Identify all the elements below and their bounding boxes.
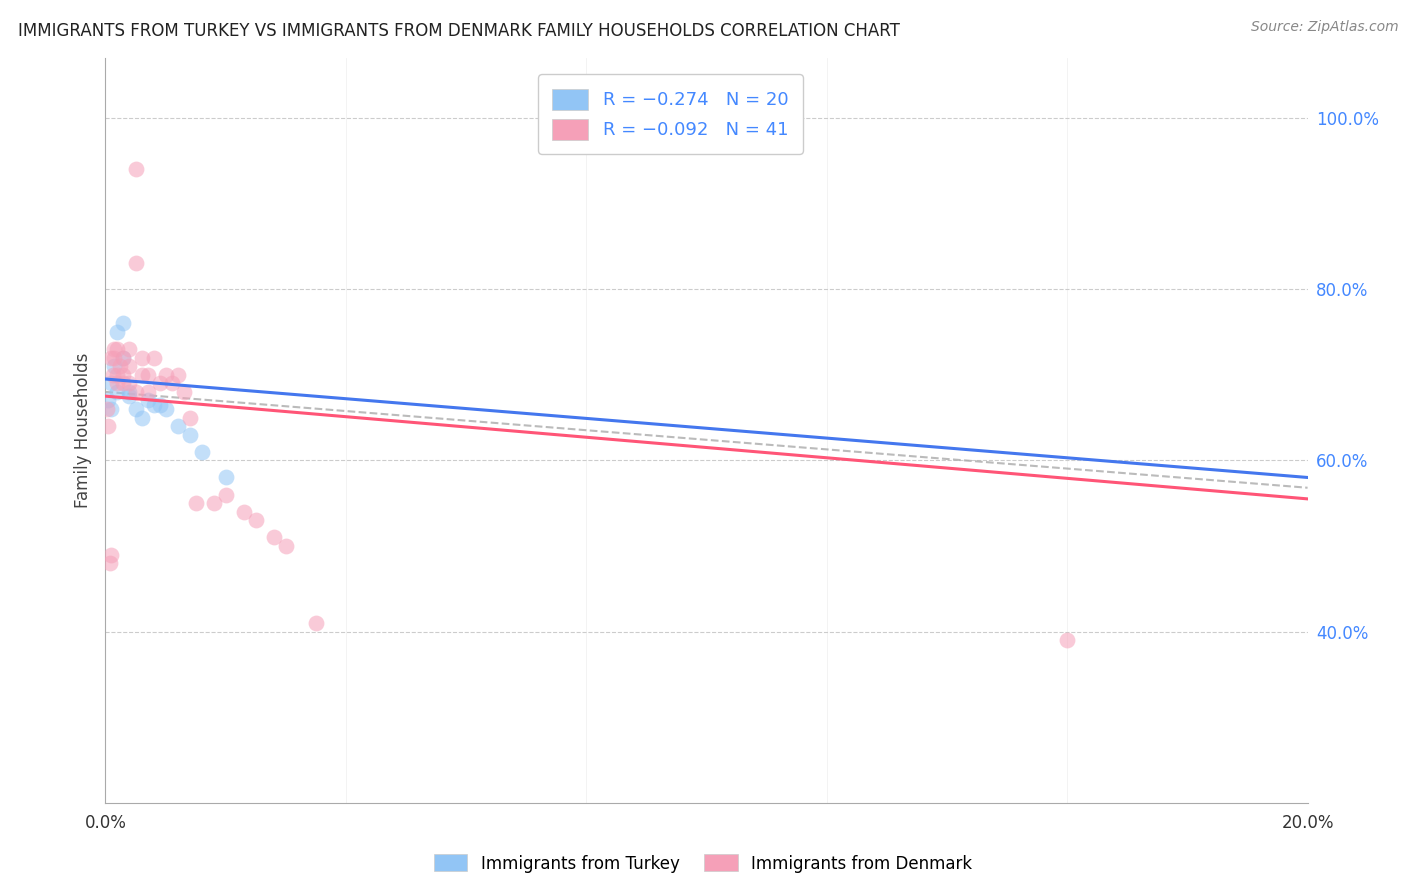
Point xyxy=(184,496,207,510)
Point xyxy=(107,325,129,339)
Point xyxy=(112,351,135,365)
Point xyxy=(190,444,212,458)
Point xyxy=(98,556,121,570)
Point xyxy=(131,351,153,365)
Point xyxy=(112,351,135,365)
Point xyxy=(274,539,297,553)
Point xyxy=(155,368,177,382)
Point xyxy=(100,351,122,365)
Point xyxy=(148,398,170,412)
Text: Source: ZipAtlas.com: Source: ZipAtlas.com xyxy=(1251,20,1399,34)
Point xyxy=(97,419,120,434)
Point xyxy=(107,384,129,399)
Point xyxy=(131,410,153,425)
Point xyxy=(101,368,124,382)
Y-axis label: Family Households: Family Households xyxy=(73,352,91,508)
Point xyxy=(245,513,267,527)
Point xyxy=(166,368,188,382)
Point xyxy=(100,548,122,562)
Point xyxy=(118,389,141,403)
Point xyxy=(124,402,146,417)
Point xyxy=(107,342,129,356)
Point xyxy=(160,376,183,391)
Point xyxy=(124,162,146,177)
Legend: Immigrants from Turkey, Immigrants from Denmark: Immigrants from Turkey, Immigrants from … xyxy=(427,847,979,880)
Point xyxy=(179,410,201,425)
Point xyxy=(136,393,159,408)
Point xyxy=(96,402,118,417)
Point xyxy=(214,487,236,501)
Point xyxy=(107,368,129,382)
Point xyxy=(263,530,285,544)
Point xyxy=(142,398,165,412)
Point xyxy=(97,393,120,408)
Point xyxy=(136,384,159,399)
Point xyxy=(148,376,170,391)
Point xyxy=(100,376,122,391)
Point xyxy=(112,376,135,391)
Point xyxy=(179,427,201,442)
Point xyxy=(100,402,122,417)
Point xyxy=(118,384,141,399)
Point xyxy=(166,419,188,434)
Legend: R = −0.274   N = 20, R = −0.092   N = 41: R = −0.274 N = 20, R = −0.092 N = 41 xyxy=(538,74,803,154)
Point xyxy=(110,359,132,374)
Point xyxy=(142,351,165,365)
Point xyxy=(232,505,254,519)
Point xyxy=(118,359,141,374)
Point xyxy=(112,317,135,331)
Point xyxy=(118,342,141,356)
Point xyxy=(155,402,177,417)
Point xyxy=(173,384,195,399)
Point xyxy=(103,359,125,374)
Point xyxy=(107,376,129,391)
Point xyxy=(112,368,135,382)
Point xyxy=(124,384,146,399)
Point xyxy=(103,342,125,356)
Point xyxy=(103,351,125,365)
Point xyxy=(136,368,159,382)
Point xyxy=(124,256,146,270)
Text: IMMIGRANTS FROM TURKEY VS IMMIGRANTS FROM DENMARK FAMILY HOUSEHOLDS CORRELATION : IMMIGRANTS FROM TURKEY VS IMMIGRANTS FRO… xyxy=(18,22,900,40)
Point xyxy=(131,368,153,382)
Point xyxy=(1056,633,1078,648)
Point xyxy=(118,376,141,391)
Point xyxy=(305,615,328,630)
Point xyxy=(214,470,236,484)
Point xyxy=(202,496,225,510)
